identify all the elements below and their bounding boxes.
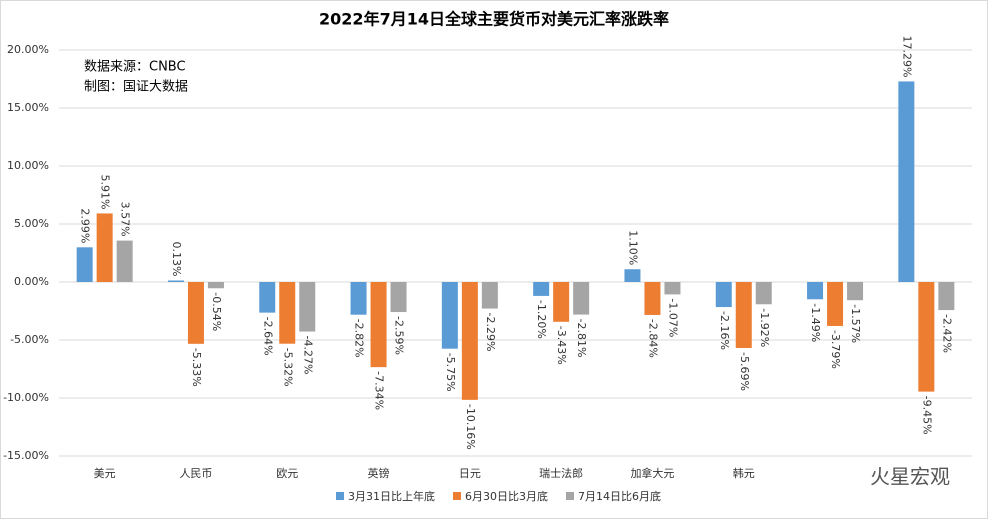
x-tick-label: 美元 <box>94 467 116 480</box>
value-label: -2.82% <box>353 319 366 358</box>
value-label: -1.49% <box>809 303 822 342</box>
value-label: -2.42% <box>940 314 953 353</box>
y-tick-label: -5.00% <box>10 333 49 346</box>
x-tick-label: 人民币 <box>179 467 212 480</box>
y-tick-label: 0.00% <box>14 275 49 288</box>
value-label: -4.27% <box>301 336 314 375</box>
bar <box>299 282 316 332</box>
x-tick-label: 韩元 <box>733 466 755 480</box>
value-label: -1.07% <box>666 298 679 337</box>
bar <box>938 282 955 311</box>
legend-swatch <box>566 492 574 500</box>
bar <box>76 247 93 282</box>
value-label: -3.79% <box>829 330 842 369</box>
value-label: -3.43% <box>555 326 568 365</box>
value-label: -5.69% <box>738 352 751 391</box>
bar <box>279 282 296 344</box>
x-tick-label: 瑞士法郎 <box>539 466 583 480</box>
bar <box>918 282 935 392</box>
legend-swatch <box>453 492 461 500</box>
value-label: -2.84% <box>646 319 659 358</box>
value-label: 17.29% <box>900 35 913 77</box>
value-label: -2.16% <box>718 311 731 350</box>
value-label: 2.99% <box>79 208 92 243</box>
bar <box>207 282 224 289</box>
bar <box>827 282 844 326</box>
bar <box>187 282 204 344</box>
bar <box>441 282 458 349</box>
y-tick-label: 10.00% <box>7 159 49 172</box>
x-tick-label: 英镑 <box>368 466 390 480</box>
bar <box>735 282 752 349</box>
bar <box>807 282 824 300</box>
chart-title: 2022年7月14日全球主要货币对美元汇率涨跌率 <box>319 10 669 29</box>
value-label: -1.20% <box>535 300 548 339</box>
bar <box>715 282 732 308</box>
value-label: -9.45% <box>920 396 933 435</box>
value-label: 0.13% <box>170 242 183 277</box>
value-label: 1.10% <box>626 230 639 265</box>
bar <box>553 282 570 322</box>
y-tick-label: 20.00% <box>7 43 49 56</box>
y-tick-label: 15.00% <box>7 101 49 114</box>
legend-label: 7月14日比6月底 <box>578 489 661 503</box>
bar <box>533 282 550 296</box>
bar <box>259 282 276 313</box>
value-label: -10.16% <box>464 404 477 450</box>
bar <box>573 282 590 315</box>
y-tick-label: -10.00% <box>3 391 49 404</box>
value-label: -7.34% <box>373 371 386 410</box>
bar <box>624 269 641 282</box>
x-tick-label: 欧元 <box>276 467 298 480</box>
value-label: -5.33% <box>190 348 203 387</box>
annotation: 制图：国证大数据 <box>84 80 188 95</box>
x-tick-label: 日元 <box>459 467 481 480</box>
legend-swatch <box>336 492 344 500</box>
value-label: -2.59% <box>393 316 406 355</box>
value-label: -2.29% <box>484 313 497 352</box>
value-label: -2.81% <box>575 319 588 358</box>
bar <box>644 282 661 315</box>
bar <box>664 282 681 295</box>
bar <box>461 282 478 400</box>
bar <box>481 282 498 309</box>
bar <box>898 81 915 282</box>
value-label: -0.54% <box>210 292 223 331</box>
value-label: -1.92% <box>758 308 771 347</box>
value-label: 5.91% <box>99 174 112 209</box>
value-label: 3.57% <box>119 202 132 237</box>
y-tick-label: 5.00% <box>14 217 49 230</box>
bar <box>755 282 772 305</box>
legend-label: 6月30日比3月底 <box>465 489 548 503</box>
value-label: -1.57% <box>849 304 862 343</box>
value-label: -5.32% <box>281 348 294 387</box>
value-label: -5.75% <box>444 353 457 392</box>
bar <box>370 282 387 368</box>
y-tick-label: -15.00% <box>3 449 49 462</box>
bar <box>390 282 407 313</box>
watermark: 火星宏观 <box>870 465 950 489</box>
annotation: 数据来源：CNBC <box>84 60 186 75</box>
bar <box>167 280 184 282</box>
bar <box>350 282 367 315</box>
bar <box>847 282 864 301</box>
value-label: -2.64% <box>261 317 274 356</box>
bar <box>116 240 133 282</box>
bar <box>96 213 113 282</box>
x-tick-label: 加拿大元 <box>630 466 674 480</box>
legend-label: 3月31日比上年底 <box>348 489 435 503</box>
